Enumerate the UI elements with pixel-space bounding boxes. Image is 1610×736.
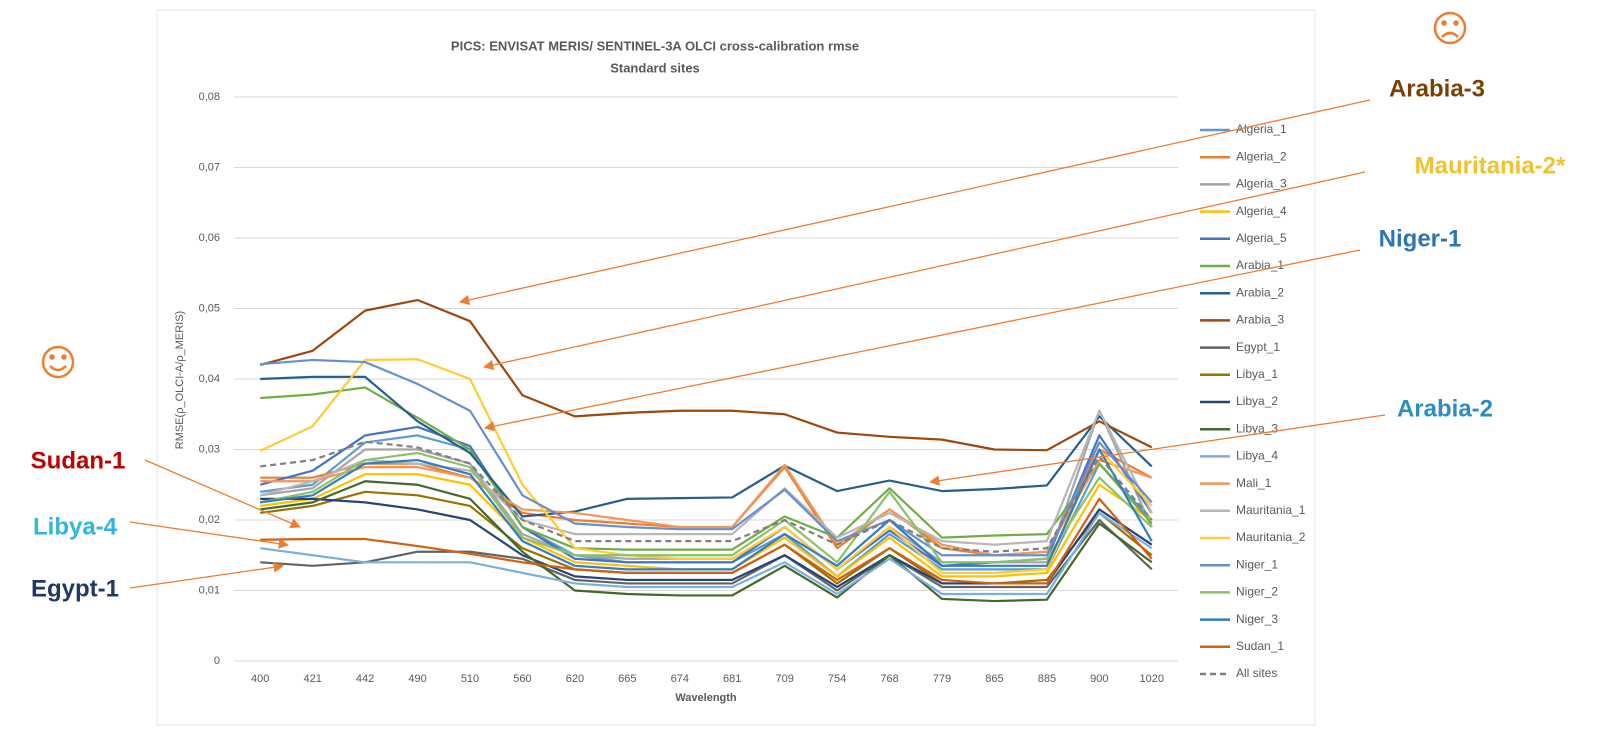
- legend-label: Libya_4: [1236, 449, 1278, 463]
- legend-label: Arabia_1: [1236, 258, 1284, 272]
- annotation-arrow: [129, 562, 285, 589]
- annotation-arrow: [482, 171, 1366, 371]
- y-tick-label: 0,04: [199, 373, 220, 385]
- annotation-label: Libya-4: [33, 513, 118, 540]
- legend-label: Algeria_3: [1236, 177, 1287, 191]
- annotation-arrow: [129, 521, 290, 549]
- y-tick-label: 0,01: [199, 584, 220, 596]
- chart-frame: [156, 9, 1316, 726]
- y-tick-label: 0,07: [199, 161, 220, 173]
- legend-label: Sudan_1: [1236, 639, 1284, 653]
- x-tick-label: 400: [251, 673, 269, 685]
- series-line: [259, 358, 1153, 574]
- series-line: [259, 298, 1153, 452]
- legend-label: Mauritania_2: [1236, 530, 1306, 544]
- chart-subtitle: Standard sites: [610, 60, 700, 75]
- legend-label: Arabia_2: [1236, 285, 1284, 299]
- x-tick-label: 560: [513, 673, 531, 685]
- series-line: [259, 409, 1153, 546]
- x-tick-label: 768: [880, 673, 898, 685]
- y-tick-label: 0,06: [199, 232, 220, 244]
- series-line: [260, 440, 1153, 553]
- x-axis-label: Wavelength: [675, 692, 737, 704]
- legend-label: Algeria_4: [1236, 204, 1287, 218]
- series-line: [260, 358, 1153, 557]
- x-tick-label: 665: [618, 673, 636, 685]
- y-tick-label: 0: [214, 655, 220, 667]
- series-line: [260, 448, 1153, 571]
- x-tick-label: 1020: [1140, 673, 1164, 685]
- legend-label: Mali_1: [1236, 476, 1272, 490]
- y-axis-label: RMSE(ρ_OLCI-A/ρ_MERIS): [174, 311, 186, 449]
- x-tick-label: 681: [723, 673, 741, 685]
- series-line: [260, 451, 1153, 564]
- series-line: [260, 511, 1153, 596]
- legend-label: Niger_1: [1236, 557, 1278, 571]
- legend-label: Libya_1: [1236, 367, 1278, 381]
- y-tick-label: 0,08: [199, 91, 220, 103]
- legend-label: Niger_2: [1236, 585, 1278, 599]
- x-tick-label: 674: [671, 673, 689, 685]
- y-tick-label: 0,05: [199, 302, 220, 314]
- legend-label: Egypt_1: [1236, 340, 1280, 354]
- series-line: [260, 518, 1153, 592]
- x-tick-label: 442: [356, 673, 374, 685]
- x-tick-label: 900: [1090, 673, 1108, 685]
- series-line: [260, 480, 1153, 603]
- annotation-arrow: [458, 99, 1371, 306]
- legend-label: Arabia_3: [1236, 313, 1284, 327]
- x-tick-label: 865: [985, 673, 1003, 685]
- x-tick-label: 620: [566, 673, 584, 685]
- chart-title: PICS: ENVISAT MERIS/ SENTINEL-3A OLCI cr…: [451, 38, 859, 53]
- x-tick-label: 779: [933, 673, 951, 685]
- x-tick-label: 421: [303, 673, 321, 685]
- annotation-label: Egypt-1: [31, 575, 119, 602]
- sad-face: [1433, 11, 1467, 45]
- x-tick-label: 885: [1038, 673, 1056, 685]
- x-tick-label: 709: [775, 673, 793, 685]
- series-line: [260, 375, 1153, 518]
- annotation-label: Arabia-3: [1389, 75, 1485, 102]
- x-tick-label: 510: [461, 673, 479, 685]
- x-tick-label: 754: [828, 673, 846, 685]
- legend-label: Mauritania_1: [1236, 503, 1306, 517]
- legend-label: Algeria_2: [1236, 149, 1287, 163]
- x-tick-label: 490: [408, 673, 426, 685]
- legend-label: Niger_3: [1236, 612, 1278, 626]
- legend-label: Algeria_1: [1236, 122, 1287, 136]
- annotation-arrow: [144, 459, 301, 529]
- annotation-label: Sudan-1: [31, 447, 126, 474]
- y-tick-label: 0,02: [199, 514, 220, 526]
- happy-face: [41, 345, 75, 379]
- legend-label: Algeria_5: [1236, 231, 1287, 245]
- legend-label: Libya_2: [1236, 394, 1278, 408]
- y-tick-label: 0,03: [199, 443, 220, 455]
- annotation-label: Mauritania-2*: [1415, 152, 1566, 179]
- annotation-arrow: [483, 249, 1361, 432]
- annotation-label: Arabia-2: [1397, 395, 1493, 422]
- annotation-label: Niger-1: [1379, 225, 1462, 252]
- series-line: [260, 497, 1153, 585]
- legend-label: All sites: [1236, 666, 1277, 680]
- annotation-arrow: [928, 414, 1386, 486]
